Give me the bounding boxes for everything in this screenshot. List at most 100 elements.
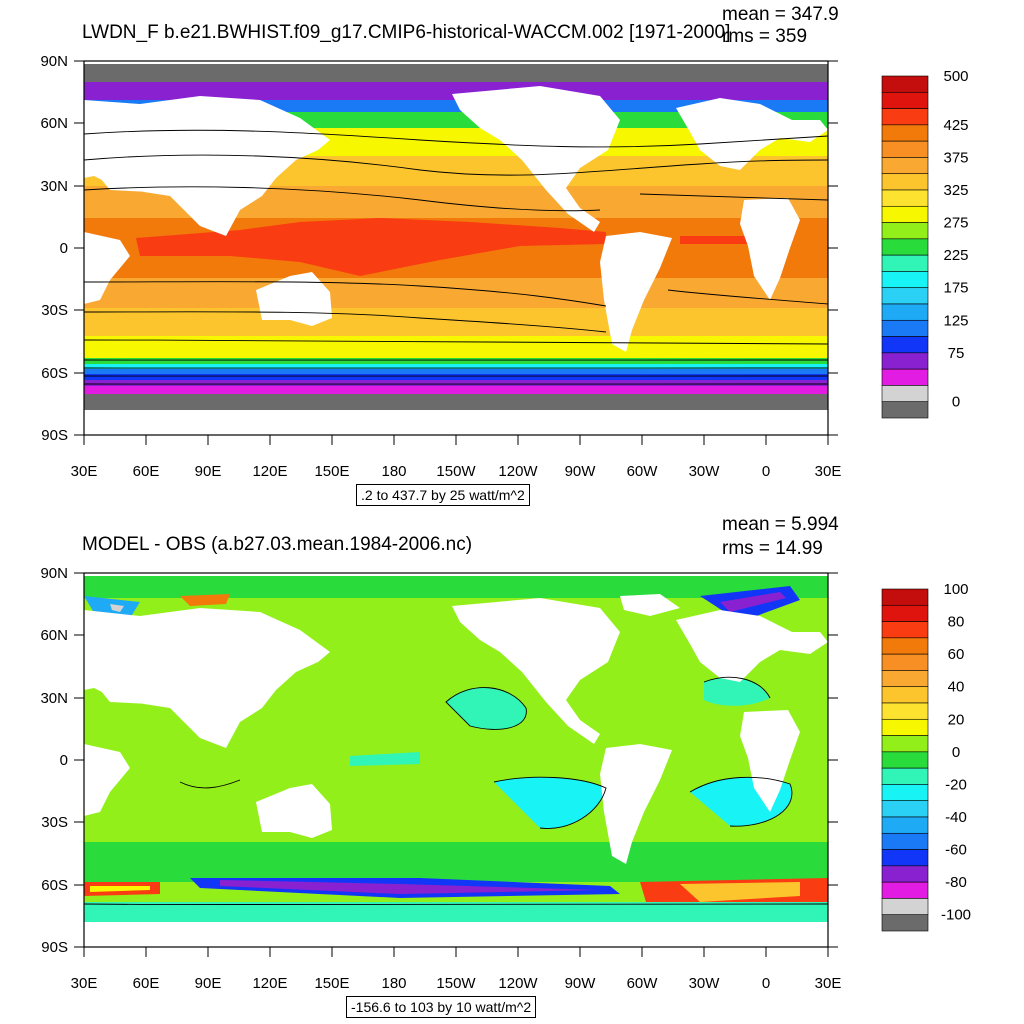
bottom-lon-label: 120W [498,975,538,992]
top-lon-ticks [83,435,829,445]
colorbar-swatch [881,140,929,158]
top-lon-label: 120E [252,463,287,480]
colorbar-label: -40 [945,809,967,826]
colorbar-swatch [881,271,929,289]
top-lat-label: 30S [41,302,68,319]
colorbar-swatch [881,767,929,785]
colorbar-label: 125 [943,312,968,329]
colorbar-swatch [881,670,929,688]
colorbar-swatch [881,319,929,337]
colorbar-swatch [881,686,929,704]
colorbar-swatch [881,865,929,883]
colorbar-swatch [881,222,929,240]
bottom-rms-value: rms = 14.99 [722,538,823,559]
colorbar-swatch [881,816,929,834]
bottom-map-field [84,573,828,947]
top-lat-label: 60S [41,365,68,382]
colorbar-swatch [881,287,929,305]
bottom-lat-ticks [74,572,838,948]
colorbar-swatch [881,91,929,109]
top-lat-label: 90S [41,427,68,444]
colorbar-swatch [881,352,929,370]
bottom-lon-label: 30E [71,975,98,992]
colorbar-label: 0 [952,394,960,411]
top-map-field [84,61,828,435]
colorbar-label: 500 [943,68,968,85]
colorbar-swatch [881,368,929,386]
top-lon-label: 30W [689,463,721,480]
colorbar-label: 325 [943,182,968,199]
colorbar-label: 40 [948,679,965,696]
colorbar-swatch [881,849,929,867]
colorbar-swatch [881,385,929,403]
top-lat-ticks [74,60,838,436]
top-lat-label: 0 [60,240,68,257]
top-lon-label: 90E [195,463,222,480]
colorbar-swatch [881,75,929,93]
colorbar-label: 425 [943,117,968,134]
top-rms-value: rms = 359 [722,26,808,47]
top-lon-label: 60W [627,463,659,480]
colorbar-label: -60 [945,842,967,859]
colorbar-swatch [881,914,929,932]
colorbar-swatch [881,735,929,753]
colorbar-label: 60 [948,646,965,663]
colorbar-swatch [881,604,929,622]
colorbar-swatch [881,173,929,191]
top-lat-labels: 90N 60N 30N 0 30S 60S 90S [40,53,68,444]
bottom-colorbar: 100 80 60 40 20 0 -20 -40 -60 -80 -100 [881,581,971,932]
top-lon-label: 90W [565,463,597,480]
colorbar-label: 0 [952,744,960,761]
top-lon-label: 0 [762,463,770,480]
bottom-lon-labels: 30E 60E 90E 120E 150E 180 150W 120W 90W … [71,975,842,992]
bottom-lat-label: 90N [40,565,68,582]
bottom-lon-label: 150W [436,975,476,992]
colorbar-swatch [881,621,929,639]
bottom-lat-label: 90S [41,939,68,956]
bottom-lat-label: 0 [60,752,68,769]
bottom-lon-label: 90E [195,975,222,992]
colorbar-swatch [881,653,929,671]
colorbar-swatch [881,189,929,207]
top-lon-label: 150W [436,463,476,480]
top-lon-labels: 30E 60E 90E 120E 150E 180 150W 120W 90W … [71,463,842,480]
top-contour-info: .2 to 437.7 by 25 watt/m^2 [356,484,530,506]
top-map-panel: LWDN_F b.e21.BWHIST.f09_g17.CMIP6-histor… [40,4,969,506]
colorbar-swatch [881,832,929,850]
top-lon-label: 180 [381,463,406,480]
bottom-lon-label: 90W [565,975,597,992]
colorbar-swatch [881,702,929,720]
bottom-lat-labels: 90N 60N 30N 0 30S 60S 90S [40,565,68,956]
top-lat-label: 30N [40,178,68,195]
bottom-lon-label: 0 [762,975,770,992]
bottom-lat-label: 60S [41,877,68,894]
top-map-figure: 90N 60N 30N 0 30S 60S 90S 30E 60E 90E 12… [40,53,969,480]
colorbar-label: 20 [948,711,965,728]
colorbar-swatch [881,108,929,126]
bottom-lon-ticks [83,947,829,957]
bottom-lon-label: 30E [815,975,842,992]
colorbar-label: 80 [948,614,965,631]
colorbar-swatch [881,303,929,321]
bottom-map-figure: 90N 60N 30N 0 30S 60S 90S 30E 60E 90E 12… [40,565,971,992]
top-lon-label: 60E [133,463,160,480]
colorbar-label: -80 [945,874,967,891]
colorbar-label: 225 [943,247,968,264]
colorbar-swatch [881,784,929,802]
colorbar-swatch [881,637,929,655]
colorbar-label: -100 [941,907,971,924]
colorbar-swatch [881,205,929,223]
colorbar-label: 100 [943,581,968,598]
top-lon-label: 120W [498,463,538,480]
top-mean-value: mean = 347.9 [722,4,839,25]
top-lon-label: 30E [71,463,98,480]
top-colorbar: 500 425 375 325 275 225 175 125 75 0 [881,68,969,419]
top-map-title: LWDN_F b.e21.BWHIST.f09_g17.CMIP6-histor… [82,22,731,43]
colorbar-label: 175 [943,280,968,297]
colorbar-swatch [881,254,929,272]
colorbar-swatch [881,336,929,354]
top-lon-label: 150E [314,463,349,480]
top-lat-label: 60N [40,115,68,132]
colorbar-swatch [881,898,929,916]
colorbar-swatch [881,718,929,736]
